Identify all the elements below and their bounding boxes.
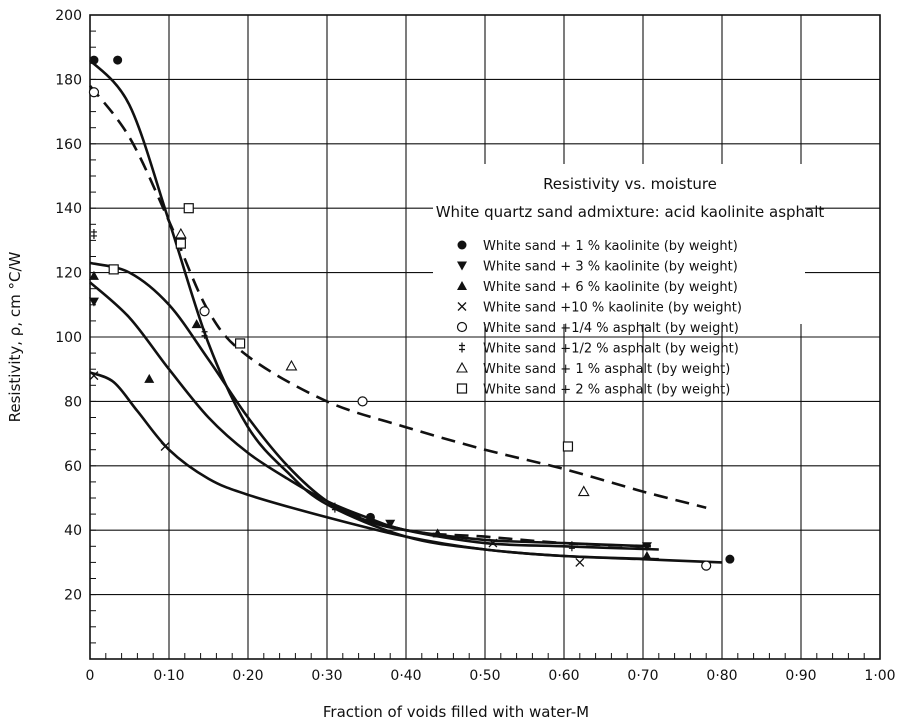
data-point-series-8 <box>235 338 246 349</box>
data-point-series-2 <box>88 297 99 307</box>
y-tick-label: 60 <box>64 459 82 475</box>
y-tick-labels: 20 40 60 80 100 120 140 160 180 200 <box>55 8 82 604</box>
x-tick-label: 0·90 <box>785 668 816 684</box>
x-tick-label: 0·40 <box>390 668 421 684</box>
dashed-fit-curve <box>88 85 707 509</box>
data-point-series-3 <box>641 550 652 560</box>
data-point-series-5 <box>199 306 210 317</box>
legend-marker-3 <box>457 281 467 290</box>
legend-marker-4 <box>457 302 467 311</box>
y-tick-label: 160 <box>55 137 82 153</box>
legend-marker-8 <box>456 383 468 394</box>
x-tick-label: 0·50 <box>469 668 500 684</box>
x-tick-label: 0·80 <box>706 668 737 684</box>
plot-frame <box>89 14 881 660</box>
legend-box <box>433 164 805 324</box>
data-point-series-1 <box>89 55 99 65</box>
y-tick-label: 140 <box>55 201 82 217</box>
x-tick-label: 0·20 <box>232 668 263 684</box>
legend-marker-5 <box>456 321 468 333</box>
legend-label-4: White sand +10 % kaolinite (by weight) <box>483 301 742 316</box>
legend-label-1: White sand + 1 % kaolinite (by weight) <box>483 239 738 254</box>
x-tick-label: 0·60 <box>548 668 579 684</box>
x-tick-label: 1·00 <box>864 668 895 684</box>
data-point-series-1 <box>365 512 375 522</box>
x-axis-label: Fraction of voids filled with water-M <box>323 703 589 721</box>
data-point-series-8 <box>562 441 574 452</box>
legend-marker-7 <box>456 361 468 373</box>
y-axis-label: Resistivity, ρ, cm °C/W <box>6 251 24 422</box>
legend-label-5: White sand +1/4 % asphalt (by weight) <box>483 321 739 336</box>
data-point-series-6 <box>201 328 208 339</box>
data-point-series-8 <box>175 238 186 249</box>
legend-label-6: White sand +1/2 % asphalt (by weight) <box>483 342 739 357</box>
data-point-series-3 <box>432 528 443 538</box>
data-point-series-7 <box>174 227 187 239</box>
chart-subtitle: White quartz sand admixture: acid kaolin… <box>436 203 825 221</box>
fit-curve <box>89 261 651 548</box>
y-tick-label: 120 <box>55 266 82 282</box>
data-point-series-3 <box>144 373 155 383</box>
x-tick-label: 0·70 <box>627 668 658 684</box>
y-tick-label: 200 <box>55 8 82 24</box>
legend-marker-6 <box>459 342 465 353</box>
legend-marker-2 <box>457 261 467 271</box>
data-point-series-4 <box>575 557 585 567</box>
y-tick-label: 180 <box>55 72 82 88</box>
data-point-series-5 <box>357 396 368 407</box>
data-point-series-7 <box>577 485 590 497</box>
legend-label-8: White sand + 2 % asphalt (by weight) <box>483 383 730 398</box>
legend-label-3: White sand + 6 % kaolinite (by weight) <box>483 280 738 295</box>
chart-title: Resistivity vs. moisture <box>543 175 717 193</box>
data-point-series-4 <box>488 538 498 548</box>
x-tick-labels: 0 0·10 0·20 0·30 0·40 0·50 0·60 0·70 0·80 0·90 1·0… <box>86 668 896 684</box>
y-tick-label: 100 <box>55 330 82 346</box>
x-tick-label: 0·30 <box>311 668 342 684</box>
legend: White sand + 1 % kaolinite (by weight) Wh… <box>456 239 742 398</box>
y-tick-label: 20 <box>64 588 82 604</box>
data-point-series-3 <box>88 270 99 280</box>
data-point-series-7 <box>285 359 298 371</box>
y-tick-label: 80 <box>64 394 82 410</box>
legend-label-2: White sand + 3 % kaolinite (by weight) <box>483 260 738 275</box>
data-points <box>88 55 735 571</box>
fit-curve <box>89 281 659 551</box>
y-tick-label: 40 <box>64 523 82 539</box>
x-tick-label: 0 <box>86 668 95 684</box>
data-point-series-2 <box>385 519 396 529</box>
data-point-series-3 <box>191 319 202 329</box>
data-point-series-5 <box>701 560 712 571</box>
data-point-series-6 <box>331 502 338 513</box>
legend-label-7: White sand + 1 % asphalt (by weight) <box>483 362 730 377</box>
data-point-series-6 <box>568 541 575 552</box>
data-point-series-8 <box>108 264 119 275</box>
fit-curves <box>88 59 723 564</box>
data-point-series-1 <box>725 554 735 564</box>
data-point-series-4 <box>89 371 99 381</box>
data-point-series-1 <box>113 55 123 65</box>
data-point-series-5 <box>88 87 100 98</box>
dashed-fit-curve <box>326 503 644 548</box>
data-point-series-2 <box>641 542 652 552</box>
x-tick-label: 0·10 <box>153 668 184 684</box>
legend-marker-1 <box>457 240 467 250</box>
grid <box>89 14 881 660</box>
data-point-series-6 <box>90 228 97 239</box>
data-point-series-4 <box>160 442 170 451</box>
data-point-series-8 <box>183 203 194 214</box>
fit-curve <box>89 371 659 561</box>
